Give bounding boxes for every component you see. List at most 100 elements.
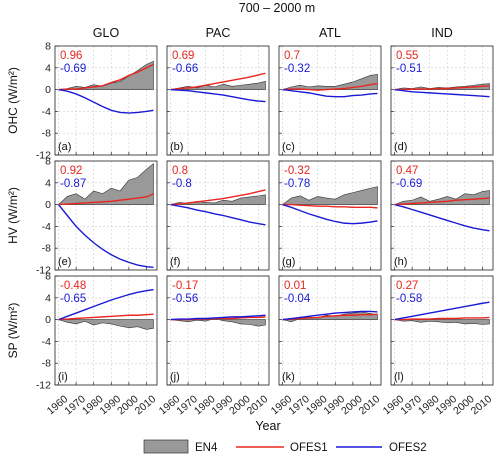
y-tick-label: 0: [45, 84, 51, 96]
column-title-pac: PAC: [206, 26, 231, 40]
figure-title: 700 – 2000 m: [239, 1, 315, 15]
panel-h: 0.47-0.69 (h): [390, 160, 494, 271]
correlation-ofes2: -0.66: [172, 63, 198, 75]
ofes1-line: [170, 72, 266, 91]
ofes2-line: [394, 203, 490, 232]
panel-b: 0.69-0.66 (b): [166, 45, 270, 156]
ofes1-line: [394, 316, 490, 321]
panel-frame: [390, 275, 494, 386]
y-tick-label: 0: [45, 314, 51, 326]
correlation-ofes1: 0.55: [396, 50, 418, 62]
ofes2-line: [57, 204, 154, 268]
panel-label: (f): [170, 256, 180, 268]
correlation-ofes1: 0.7: [284, 50, 300, 62]
correlation-ofes2: -0.69: [60, 63, 86, 75]
panel-frame: [390, 160, 494, 271]
panel-label: (l): [394, 371, 404, 383]
ofes2-line: [58, 88, 154, 114]
legend: EN4 OFES1 OFES2: [143, 439, 427, 454]
x-tick-label: 2010: [469, 393, 495, 417]
panel-label: (a): [58, 141, 71, 153]
x-tick-label: 2010: [133, 393, 159, 417]
correlation-ofes1: 0.27: [396, 280, 418, 292]
panel-frame: [278, 275, 382, 386]
en4-area: [57, 163, 154, 205]
correlation-ofes1: 0.69: [172, 50, 194, 62]
ofes2-line: [170, 314, 266, 321]
ofes1-line: [58, 313, 154, 321]
legend-ofes2-label: OFES2: [389, 442, 427, 454]
panel-frame: [54, 275, 158, 386]
legend-en4-label: EN4: [195, 442, 218, 454]
correlation-ofes2: -0.87: [60, 178, 86, 190]
y-tick-label: 8: [45, 41, 51, 53]
panel-frame: [166, 275, 270, 386]
ofes1-line: [282, 82, 378, 91]
y-tick-label: 4: [45, 292, 51, 304]
row-label-1: OHC (W/m²): [6, 67, 20, 134]
legend-en4-swatch: [143, 439, 189, 454]
ofes1-line: [170, 189, 266, 206]
y-tick-label: -8: [42, 243, 51, 255]
legend-ofes1-label: OFES1: [290, 442, 328, 454]
y-tick-label: -4: [42, 106, 51, 118]
y-tick-label: 0: [45, 199, 51, 211]
panel-frame: [390, 45, 494, 156]
ofes2-line: [394, 301, 490, 321]
ofes2-line: [282, 203, 378, 225]
y-tick-label: -8: [42, 358, 51, 370]
ofes2-line: [170, 203, 266, 226]
correlation-ofes1: 0.8: [172, 165, 188, 177]
y-tick-label: -12: [36, 150, 51, 162]
panel-label: (i): [58, 371, 68, 383]
panel-e: 8 4 0 -4 -8 -12 0.92-0.87 (e): [36, 156, 158, 277]
panel-label: (e): [58, 256, 71, 268]
panel-label: (c): [282, 141, 295, 153]
correlation-ofes1: -0.48: [60, 280, 86, 292]
x-axis-title: Year: [255, 419, 280, 433]
ofes1-line: [394, 85, 490, 91]
y-tick-label: -12: [36, 265, 51, 277]
correlation-ofes1: 0.01: [284, 280, 306, 292]
column-title-ind: IND: [431, 26, 453, 40]
ofes1-line: [394, 197, 490, 206]
en4-area: [282, 73, 378, 90]
en4-area: [170, 318, 266, 327]
y-tick-label: -8: [42, 128, 51, 140]
panel-g: -0.32-0.78 (g): [278, 160, 382, 271]
correlation-ofes2: -0.65: [60, 293, 86, 305]
panel-f: 0.8-0.8 (f): [166, 160, 270, 271]
y-tick-label: -4: [42, 336, 51, 348]
ofes1-line: [58, 63, 154, 91]
row-label-2: HV (W/m²): [6, 187, 20, 244]
ofes1-line: [282, 313, 378, 321]
panel-c: 0.7-0.32 (c): [278, 45, 382, 156]
panel-label: (k): [282, 371, 295, 383]
en4-area: [394, 319, 490, 325]
column-title-atl: ATL: [319, 26, 341, 40]
panel-frame: [166, 45, 270, 156]
panels-layer: GLO PAC ATL IND OHC (W/m²) HV (W/m²) SP (W/m²)…: [6, 26, 494, 417]
panel-i: 840-4-8-12196019701980199020002010-0.48-…: [36, 271, 159, 418]
panel-a: 8 4 0 -4 -8 -12 0.96-0.69 (a): [36, 41, 158, 162]
correlation-ofes2: -0.78: [284, 178, 310, 190]
panel-frame: [166, 160, 270, 271]
ofes2-line: [170, 88, 266, 103]
panel-frame: [54, 160, 158, 271]
ofes2-line: [282, 88, 378, 98]
correlation-ofes2: -0.56: [172, 293, 198, 305]
panel-label: (h): [394, 256, 407, 268]
ofes1-line: [282, 203, 378, 209]
correlation-ofes2: -0.32: [284, 63, 310, 75]
ofes1-line: [58, 193, 154, 206]
correlation-ofes1: 0.96: [60, 50, 82, 62]
ofes2-line: [58, 288, 154, 321]
correlation-ofes2: -0.51: [396, 63, 422, 75]
panel-frame: [54, 45, 158, 156]
column-title-glo: GLO: [93, 26, 120, 40]
en4-area: [394, 190, 490, 205]
y-tick-label: 8: [45, 271, 51, 283]
